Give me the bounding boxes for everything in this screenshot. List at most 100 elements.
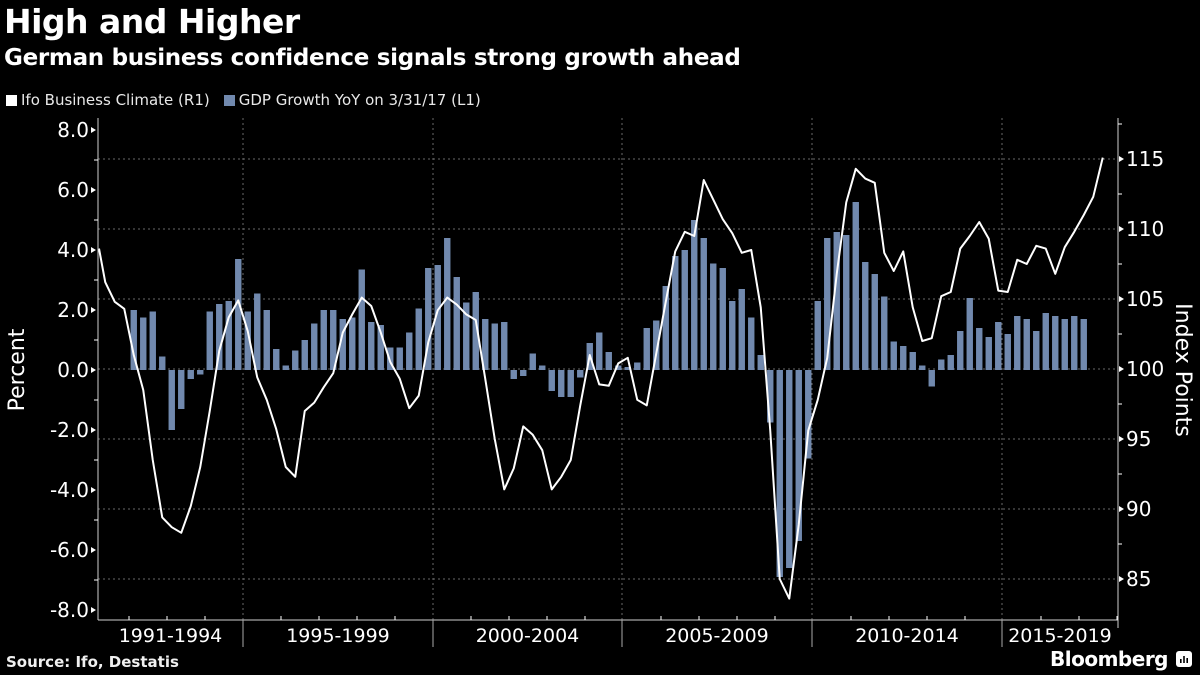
y-axis-left-label: Percent xyxy=(5,328,30,411)
y-left-tick-mark xyxy=(91,547,96,553)
gdp-bar xyxy=(881,296,888,370)
gdp-bar xyxy=(957,331,964,370)
gdp-bar xyxy=(615,365,622,370)
gdp-bar xyxy=(1061,319,1068,370)
y-left-tick-mark xyxy=(91,187,96,193)
legend-swatch-ifo xyxy=(6,94,17,106)
gdp-bar xyxy=(406,332,413,370)
y-right-tick-label: 115 xyxy=(1126,147,1164,171)
gdp-bar xyxy=(529,353,536,370)
ifo-line-group xyxy=(98,157,1104,600)
y-left-tick-label: -2.0 xyxy=(50,418,89,442)
legend-swatch-gdp xyxy=(223,94,235,106)
gdp-bar xyxy=(767,370,774,423)
gdp-bar xyxy=(966,298,973,370)
y-right-tick-label: 90 xyxy=(1126,497,1151,521)
ifo-line xyxy=(98,157,1104,600)
legend-item-ifo: Ifo Business Climate (R1) xyxy=(6,91,210,109)
gdp-bar xyxy=(425,268,432,370)
gdp-bar xyxy=(833,232,840,370)
gdp-bar xyxy=(216,304,223,370)
y-axis-right-label: Index Points xyxy=(1170,303,1195,437)
gdp-bar xyxy=(349,317,356,370)
gdp-bar xyxy=(320,310,327,370)
y-left-tick-mark xyxy=(91,127,96,133)
gdp-bar xyxy=(719,268,726,370)
legend-label-ifo: Ifo Business Climate (R1) xyxy=(21,91,210,109)
gdp-bar xyxy=(377,325,384,370)
gdp-bar xyxy=(539,365,546,370)
y-right-tick-mark xyxy=(1119,436,1124,442)
gdp-bar xyxy=(463,302,470,370)
axes: 8.0 6.0 4.0 2.0 0.0 -2.0 -4.0 -6.0 -8.0 115 110 105… xyxy=(50,118,1164,647)
y-right-tick-mark xyxy=(1119,366,1124,372)
gdp-bar xyxy=(472,292,479,370)
x-tick-label: 1995-1999 xyxy=(286,625,390,647)
gdp-bar xyxy=(1071,316,1078,370)
gdp-bar xyxy=(938,359,945,370)
gdp-bar xyxy=(795,370,802,541)
gdp-bar xyxy=(871,274,878,370)
gdp-bar xyxy=(482,319,489,370)
gdp-bars xyxy=(130,202,1087,577)
gdp-bar xyxy=(558,370,565,397)
gdp-bar xyxy=(662,286,669,370)
gdp-bar xyxy=(1023,319,1030,370)
legend: Ifo Business Climate (R1) GDP Growth YoY… xyxy=(6,91,495,109)
x-tick-label: 2000-2004 xyxy=(476,625,580,647)
y-right-tick-mark xyxy=(1119,506,1124,512)
y-left-tick-label: -4.0 xyxy=(50,478,89,502)
x-tick-label: 2010-2014 xyxy=(855,625,959,647)
gdp-bar xyxy=(995,322,1002,370)
gdp-bar xyxy=(843,235,850,370)
y-left-tick-mark xyxy=(91,247,96,253)
gdp-bar xyxy=(776,370,783,577)
gdp-bar xyxy=(634,362,641,370)
gdp-bar xyxy=(130,310,137,370)
source-note: Source: Ifo, Destatis xyxy=(6,653,179,671)
gdp-bar xyxy=(444,238,451,370)
y-left-tick-mark xyxy=(91,487,96,493)
gdp-bar xyxy=(729,301,736,370)
gdp-bar xyxy=(814,301,821,370)
gdp-bar xyxy=(567,370,574,397)
chart-subtitle: German business confidence signals stron… xyxy=(4,45,741,71)
gdp-bar xyxy=(643,328,650,370)
y-left-tick-mark xyxy=(91,607,96,613)
bloomberg-chart-icon xyxy=(1176,651,1192,667)
x-tick-label: 2015-2019 xyxy=(1008,625,1112,647)
y-left-tick-mark xyxy=(91,427,96,433)
gdp-bar xyxy=(244,311,251,370)
gdp-bar xyxy=(824,238,831,370)
gdp-bar xyxy=(301,340,308,370)
gdp-bar xyxy=(577,370,584,378)
gdp-bar xyxy=(368,322,375,370)
y-left-tick-mark xyxy=(91,367,96,373)
y-left-tick-label: 2.0 xyxy=(57,298,89,322)
gdp-bar xyxy=(852,202,859,370)
gdp-bar xyxy=(691,220,698,370)
gdp-bar xyxy=(757,355,764,370)
gdp-bar xyxy=(748,317,755,370)
y-right-tick-mark xyxy=(1119,576,1124,582)
gdp-bar xyxy=(805,370,812,459)
y-left-tick-label: -8.0 xyxy=(50,598,89,622)
gdp-bar xyxy=(700,238,707,370)
y-right-tick-mark xyxy=(1119,226,1124,232)
gdp-bar xyxy=(947,355,954,370)
gdp-bar xyxy=(358,269,365,370)
y-right-tick-mark xyxy=(1119,156,1124,162)
gdp-bar xyxy=(1052,316,1059,370)
y-right-tick-label: 105 xyxy=(1126,287,1164,311)
legend-label-gdp: GDP Growth YoY on 3/31/17 (L1) xyxy=(238,91,481,109)
gdp-bar xyxy=(900,346,907,370)
gdp-bar xyxy=(187,370,194,379)
gdp-bar xyxy=(415,308,422,370)
gdp-bar xyxy=(273,349,280,370)
gdp-bar xyxy=(396,347,403,370)
gdp-bar xyxy=(681,250,688,370)
gdp-bar xyxy=(225,301,232,370)
gdp-bar xyxy=(339,319,346,370)
y-left-tick-label: 8.0 xyxy=(57,118,89,142)
